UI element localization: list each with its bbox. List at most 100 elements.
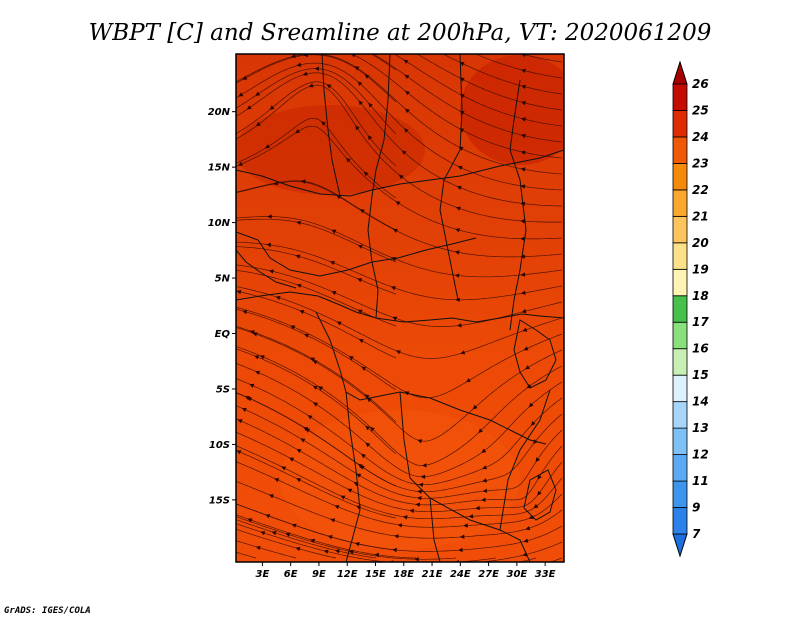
colorbar-label: 12: [692, 448, 709, 462]
x-tick-label: 27E: [478, 569, 499, 580]
streamline: [442, 54, 563, 95]
streamline: [236, 523, 497, 562]
y-tick-label: 20N: [208, 107, 231, 118]
streamline: [236, 418, 563, 506]
border-line: [345, 391, 361, 562]
streamline-arrow: [290, 325, 296, 330]
streamline-arrow: [348, 356, 354, 361]
streamline-arrow: [364, 394, 370, 399]
streamline-arrow: [368, 102, 373, 108]
colorbar-under-triangle: [672, 533, 688, 558]
streamline: [236, 269, 397, 327]
streamline: [236, 125, 563, 240]
streamline-arrow: [459, 128, 465, 133]
streamline-arrow: [392, 228, 398, 233]
streamline-arrow: [285, 532, 291, 537]
streamline-arrow: [454, 250, 460, 255]
colorbar-swatch: [672, 427, 688, 455]
streamline-arrow: [370, 426, 375, 432]
streamline-arrow: [520, 236, 525, 241]
streamline-arrow: [523, 346, 529, 351]
streamline-arrow: [520, 150, 526, 155]
streamline: [236, 327, 563, 442]
streamline-arrow: [335, 549, 340, 554]
streamline-arrow: [520, 117, 526, 122]
streamline-arrow: [259, 355, 265, 360]
colorbar-swatch: [672, 215, 688, 244]
streamline-arrow: [268, 269, 274, 274]
coastline: [236, 249, 297, 289]
streamline-arrow: [460, 350, 466, 355]
streamline: [236, 449, 397, 519]
colorbar-swatch: [672, 242, 688, 270]
streamline-arrow: [265, 144, 270, 149]
streamline-arrow: [331, 291, 337, 296]
border-line: [236, 291, 564, 323]
colorbar-label: 7: [692, 527, 701, 541]
streamline-arrow: [456, 323, 462, 328]
x-tick-label: 9E: [312, 569, 326, 580]
streamline-arrow: [255, 545, 261, 551]
streamline-arrow: [291, 523, 297, 528]
streamline-arrow: [295, 546, 301, 552]
streamline-arrow: [329, 261, 335, 266]
colorbar-swatch: [672, 295, 688, 323]
streamline-arrow: [390, 286, 396, 291]
streamline-arrow: [340, 495, 346, 500]
streamline-arrow: [304, 333, 310, 338]
streamline-arrow: [414, 557, 419, 562]
streamline-arrow: [465, 378, 471, 383]
colorbar-swatch: [672, 454, 688, 482]
border-line: [429, 497, 441, 562]
streamline-arrow: [331, 229, 337, 234]
streamline-arrow: [266, 242, 272, 248]
streamline-arrow: [274, 478, 280, 483]
x-tick-label: 6E: [284, 569, 298, 580]
streamline-arrow: [422, 463, 427, 468]
y-tick-label: 15S: [209, 495, 230, 506]
streamline-arrow: [365, 425, 371, 431]
streamline-arrow: [249, 330, 255, 335]
streamline: [236, 514, 417, 559]
streamline: [236, 290, 397, 359]
streamline-arrow: [246, 397, 252, 402]
y-tick-label: 15N: [208, 163, 231, 174]
streamline: [236, 551, 257, 559]
streamline-arrow: [242, 310, 248, 315]
streamline: [236, 325, 397, 423]
streamline-arrow: [318, 386, 324, 391]
streamline-arrow: [403, 59, 409, 64]
streamline-arrow: [401, 150, 407, 155]
streamline-arrow: [481, 497, 486, 502]
streamline-arrow: [296, 220, 301, 225]
streamline-arrow: [392, 316, 398, 321]
x-tick-label: 30E: [506, 569, 527, 580]
colorbar-label: 16: [692, 342, 709, 356]
colorbar-label: 17: [692, 315, 709, 329]
y-tick-label: 5S: [216, 384, 230, 395]
streamline-arrow: [520, 167, 526, 172]
streamline-arrow: [359, 209, 365, 214]
streamline-arrow: [300, 179, 306, 184]
streamline-arrow: [289, 457, 295, 462]
streamline-arrow: [236, 450, 242, 455]
streamline-arrow: [237, 161, 243, 166]
border-line: [236, 149, 564, 197]
streamline: [236, 528, 337, 559]
streamline-arrow: [522, 327, 528, 332]
streamline-arrow: [334, 505, 340, 510]
colorbar-swatch: [672, 507, 688, 535]
streamline-arrow: [521, 101, 526, 106]
streamline-arrow: [302, 71, 308, 76]
streamline-arrow: [456, 185, 462, 190]
y-tick-label: 5N: [215, 274, 231, 285]
streamline-arrow: [402, 515, 408, 520]
streamline-arrow: [397, 523, 403, 528]
streamline-arrow: [326, 84, 332, 89]
streamline: [479, 541, 563, 562]
streamline-arrow: [415, 502, 420, 507]
streamline-arrow: [520, 272, 526, 277]
colorbar-label: 11: [692, 474, 709, 488]
streamline-arrow: [520, 184, 526, 189]
streamline-arrow: [409, 508, 415, 514]
